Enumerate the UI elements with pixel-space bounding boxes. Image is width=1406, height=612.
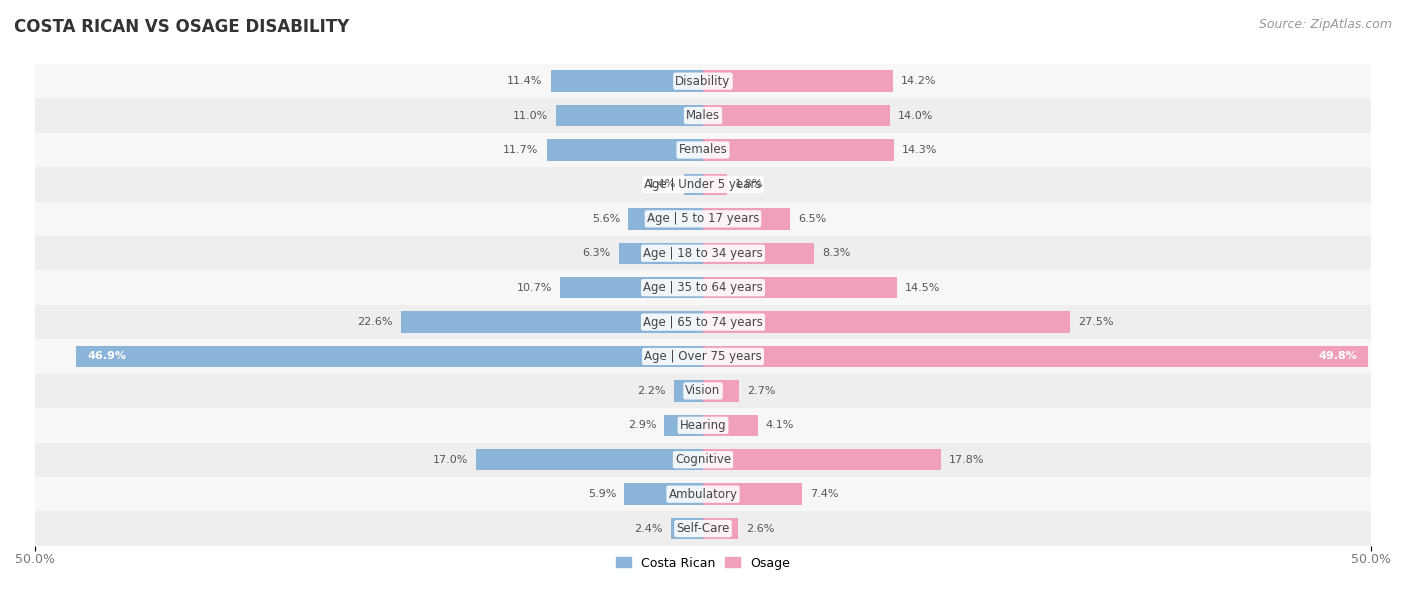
Text: 6.5%: 6.5%	[797, 214, 827, 224]
Text: 17.0%: 17.0%	[433, 455, 468, 465]
Bar	[35, 201, 1371, 236]
Bar	[624, 483, 703, 505]
Bar	[35, 512, 1371, 546]
Text: Disability: Disability	[675, 75, 731, 88]
Text: Females: Females	[679, 143, 727, 157]
Text: 4.1%: 4.1%	[766, 420, 794, 430]
Bar	[76, 346, 703, 367]
Text: COSTA RICAN VS OSAGE DISABILITY: COSTA RICAN VS OSAGE DISABILITY	[14, 18, 349, 36]
Text: Ambulatory: Ambulatory	[668, 488, 738, 501]
Bar	[703, 242, 814, 264]
Bar	[703, 415, 758, 436]
Bar	[401, 312, 703, 333]
Bar	[35, 442, 1371, 477]
Text: 49.8%: 49.8%	[1319, 351, 1358, 362]
Text: 14.2%: 14.2%	[901, 76, 936, 86]
Bar	[703, 449, 941, 471]
Bar	[664, 415, 703, 436]
Text: 14.0%: 14.0%	[898, 111, 934, 121]
Text: Age | Under 5 years: Age | Under 5 years	[644, 178, 762, 191]
Text: 2.2%: 2.2%	[637, 386, 665, 396]
Text: 8.3%: 8.3%	[823, 248, 851, 258]
Bar	[703, 208, 790, 230]
Text: 10.7%: 10.7%	[516, 283, 553, 293]
Bar	[703, 105, 890, 126]
Bar	[555, 105, 703, 126]
Text: 2.6%: 2.6%	[745, 524, 775, 534]
Text: 7.4%: 7.4%	[810, 489, 838, 499]
Text: Age | Over 75 years: Age | Over 75 years	[644, 350, 762, 363]
Bar	[703, 70, 893, 92]
Text: 2.9%: 2.9%	[627, 420, 657, 430]
Text: 27.5%: 27.5%	[1078, 317, 1114, 327]
Bar	[703, 346, 1368, 367]
Bar	[671, 518, 703, 539]
Bar	[35, 133, 1371, 167]
Text: 2.7%: 2.7%	[747, 386, 776, 396]
Bar	[703, 140, 894, 161]
Bar	[35, 477, 1371, 512]
Text: 5.6%: 5.6%	[592, 214, 620, 224]
Text: Age | 35 to 64 years: Age | 35 to 64 years	[643, 281, 763, 294]
Bar	[35, 305, 1371, 339]
Text: 14.5%: 14.5%	[904, 283, 941, 293]
Bar	[35, 271, 1371, 305]
Bar	[703, 277, 897, 298]
Text: Cognitive: Cognitive	[675, 453, 731, 466]
Bar	[35, 167, 1371, 201]
Text: 46.9%: 46.9%	[87, 351, 127, 362]
Text: 2.4%: 2.4%	[634, 524, 662, 534]
Text: 5.9%: 5.9%	[588, 489, 616, 499]
Bar	[35, 374, 1371, 408]
Bar	[547, 140, 703, 161]
Bar	[703, 483, 801, 505]
Text: 22.6%: 22.6%	[357, 317, 394, 327]
Text: Age | 5 to 17 years: Age | 5 to 17 years	[647, 212, 759, 225]
Bar	[703, 174, 727, 195]
Bar	[560, 277, 703, 298]
Bar	[628, 208, 703, 230]
Text: Hearing: Hearing	[679, 419, 727, 432]
Bar	[703, 312, 1070, 333]
Bar	[551, 70, 703, 92]
Text: Age | 65 to 74 years: Age | 65 to 74 years	[643, 316, 763, 329]
Text: Source: ZipAtlas.com: Source: ZipAtlas.com	[1258, 18, 1392, 31]
Text: Self-Care: Self-Care	[676, 522, 730, 535]
Text: Vision: Vision	[685, 384, 721, 397]
Bar	[35, 64, 1371, 99]
Text: Males: Males	[686, 109, 720, 122]
Bar	[703, 518, 738, 539]
Bar	[673, 380, 703, 401]
Text: 11.0%: 11.0%	[513, 111, 548, 121]
Text: 11.7%: 11.7%	[503, 145, 538, 155]
Text: 11.4%: 11.4%	[508, 76, 543, 86]
Text: 1.4%: 1.4%	[648, 179, 676, 190]
Bar	[685, 174, 703, 195]
Legend: Costa Rican, Osage: Costa Rican, Osage	[612, 553, 794, 573]
Bar	[35, 339, 1371, 374]
Bar	[703, 380, 740, 401]
Text: 1.8%: 1.8%	[735, 179, 763, 190]
Bar	[35, 99, 1371, 133]
Text: 14.3%: 14.3%	[903, 145, 938, 155]
Text: 17.8%: 17.8%	[949, 455, 984, 465]
Text: 6.3%: 6.3%	[582, 248, 610, 258]
Bar	[35, 408, 1371, 442]
Text: Age | 18 to 34 years: Age | 18 to 34 years	[643, 247, 763, 259]
Bar	[475, 449, 703, 471]
Bar	[35, 236, 1371, 271]
Bar	[619, 242, 703, 264]
